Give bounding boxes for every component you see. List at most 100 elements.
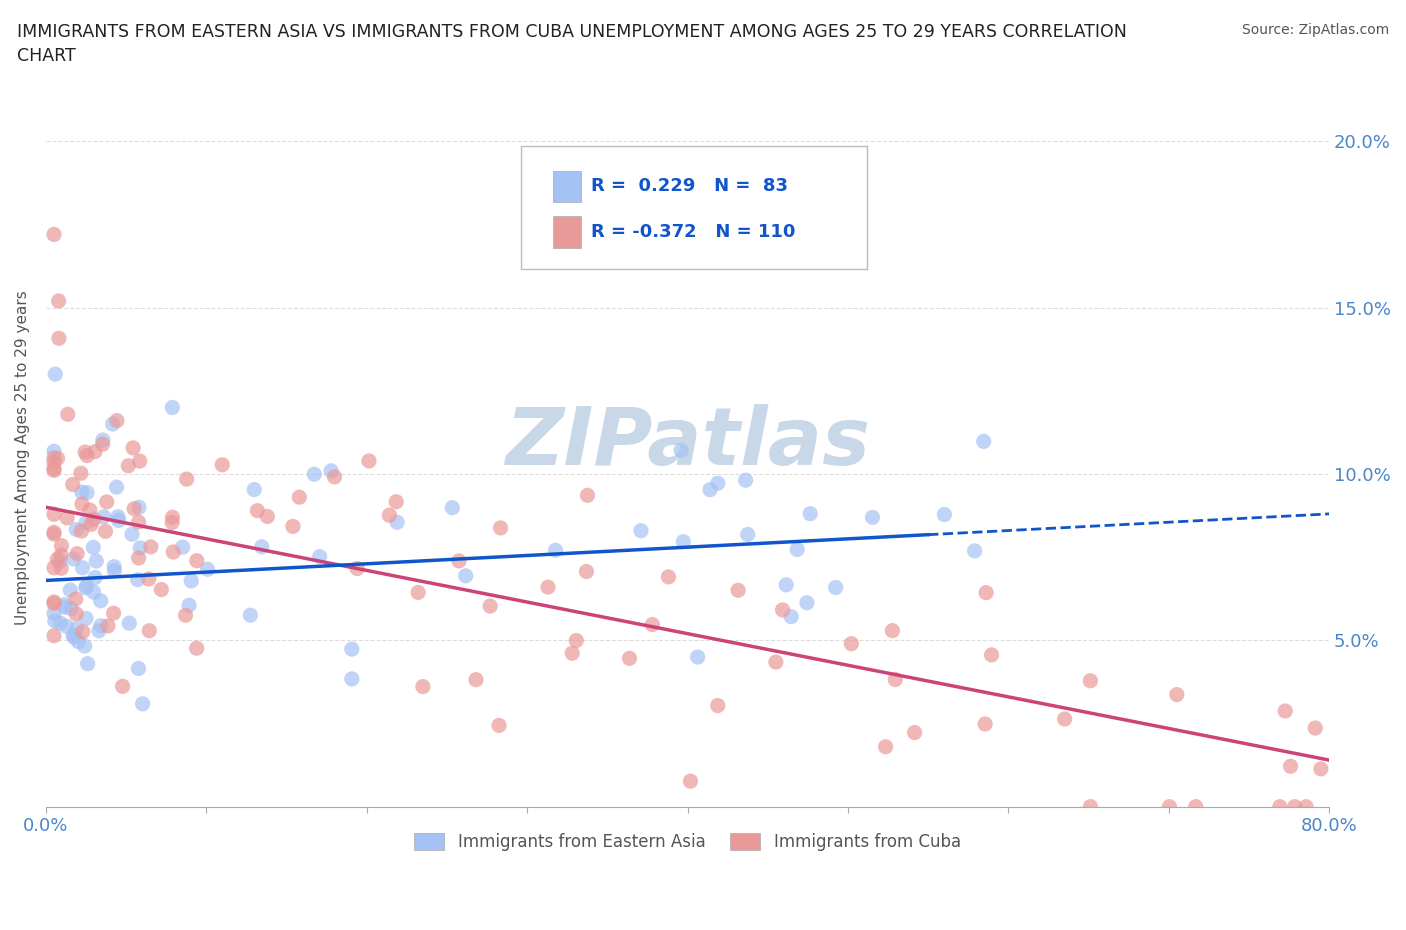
Point (76, 485, 98, 500)
Point (107, 510, 129, 525)
Point (122, 501, 145, 516)
Point (59, 582, 82, 597)
Point (441, 500, 464, 515)
Point (706, 698, 728, 713)
Point (1166, 687, 1188, 702)
Point (447, 553, 470, 568)
Point (65, 522, 87, 537)
Point (385, 495, 408, 510)
Point (1279, 759, 1302, 774)
Point (42, 444, 65, 458)
Point (565, 633, 588, 648)
Point (706, 476, 728, 491)
Legend: Immigrants from Eastern Asia, Immigrants from Cuba: Immigrants from Eastern Asia, Immigrants… (408, 826, 967, 857)
Point (1274, 704, 1296, 719)
Point (128, 454, 150, 469)
Point (42, 463, 65, 478)
Point (42, 594, 65, 609)
Point (537, 579, 560, 594)
Point (796, 595, 818, 610)
Point (211, 458, 233, 472)
Point (75, 580, 97, 595)
Text: IMMIGRANTS FROM EASTERN ASIA VS IMMIGRANTS FROM CUBA UNEMPLOYMENT AMONG AGES 25 : IMMIGRANTS FROM EASTERN ASIA VS IMMIGRAN… (17, 23, 1126, 65)
Point (51, 561, 73, 576)
Point (974, 716, 997, 731)
Point (177, 598, 200, 613)
Point (862, 510, 884, 525)
Point (53, 600, 76, 615)
Point (281, 519, 304, 534)
Point (53, 597, 76, 612)
Point (42, 507, 65, 522)
Point (963, 543, 986, 558)
Point (76, 448, 98, 463)
Point (934, 507, 956, 522)
Point (127, 572, 149, 587)
Point (669, 443, 692, 458)
Point (489, 521, 512, 536)
Point (1184, 799, 1206, 814)
Point (243, 482, 266, 497)
Point (62, 628, 84, 643)
Point (80, 517, 103, 532)
Point (174, 608, 197, 623)
Point (70, 524, 93, 538)
Point (49, 554, 72, 569)
Point (90, 593, 112, 608)
Y-axis label: Unemployment Among Ages 25 to 29 years: Unemployment Among Ages 25 to 29 years (15, 290, 30, 625)
Point (630, 524, 652, 538)
Point (239, 608, 262, 623)
Point (544, 543, 567, 558)
Point (679, 774, 702, 789)
Point (412, 679, 434, 694)
Point (84, 445, 107, 459)
Point (62, 477, 84, 492)
Point (72, 624, 94, 639)
Point (83, 585, 105, 600)
Point (406, 585, 429, 600)
Point (246, 503, 269, 518)
Point (48, 294, 70, 309)
Point (1159, 799, 1181, 814)
Point (162, 510, 184, 525)
Point (127, 661, 149, 676)
Point (775, 578, 797, 592)
Point (1309, 762, 1331, 777)
Point (138, 623, 160, 638)
Point (46, 551, 69, 566)
Point (118, 616, 141, 631)
Point (138, 572, 160, 587)
Point (55, 619, 77, 634)
Point (672, 534, 695, 549)
Point (49, 616, 72, 631)
Point (82, 540, 104, 555)
Point (884, 672, 907, 687)
Point (162, 545, 184, 560)
Point (323, 470, 346, 485)
Point (46, 451, 69, 466)
Point (62, 551, 84, 566)
Bar (553, 171, 581, 203)
Point (186, 553, 208, 568)
Point (488, 718, 510, 733)
Point (63, 630, 86, 644)
Point (308, 549, 330, 564)
Point (103, 605, 125, 620)
Point (139, 539, 162, 554)
Point (974, 585, 997, 600)
Point (87, 623, 110, 638)
Text: R = -0.372   N = 110: R = -0.372 N = 110 (592, 223, 796, 242)
FancyBboxPatch shape (520, 146, 868, 269)
Point (1284, 799, 1306, 814)
Point (75, 611, 97, 626)
Point (67, 634, 90, 649)
Point (454, 568, 477, 583)
Point (42, 455, 65, 470)
Point (172, 539, 194, 554)
Text: ZIPatlas: ZIPatlas (505, 405, 870, 483)
Point (875, 739, 897, 754)
Point (250, 539, 273, 554)
Text: Source: ZipAtlas.com: Source: ZipAtlas.com (1241, 23, 1389, 37)
Point (97, 618, 120, 633)
Point (641, 618, 664, 632)
